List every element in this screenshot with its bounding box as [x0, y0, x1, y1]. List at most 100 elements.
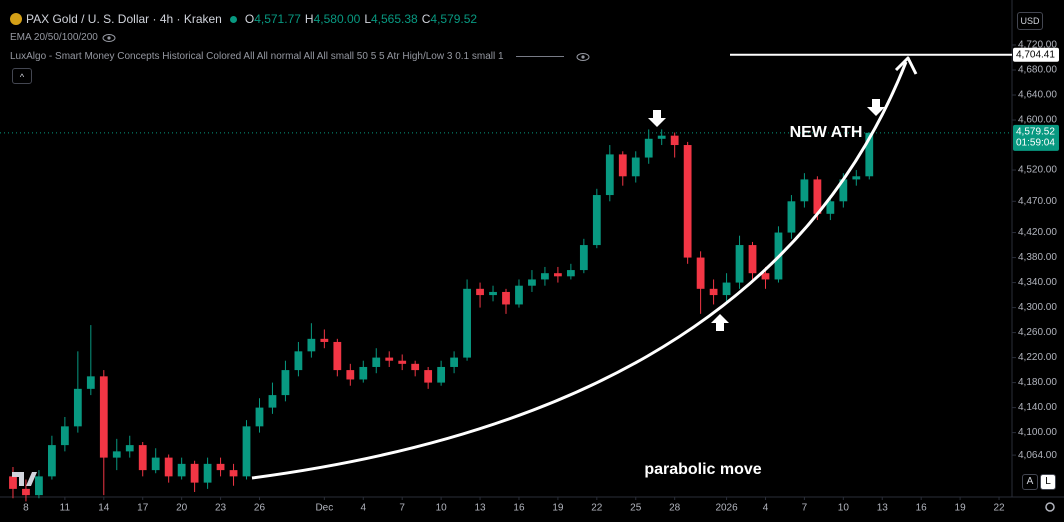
x-tick-label: 2026: [715, 503, 738, 514]
ohlc-values: O4,571.77 H4,580.00 L4,565.38 C4,579.52: [245, 12, 481, 26]
x-tick-label: 8: [23, 503, 29, 514]
symbol-icon: [10, 13, 22, 25]
candle-body: [657, 135, 666, 139]
ohlc-value: 4,571.77: [254, 12, 301, 26]
candle-body: [86, 376, 95, 389]
candle-body: [541, 273, 549, 280]
eye-icon[interactable]: [102, 33, 116, 43]
candle-body: [554, 273, 562, 277]
line-style: [515, 56, 564, 57]
y-tick-label: 4,300.00: [1018, 302, 1057, 313]
candle-body: [151, 457, 160, 471]
x-tick-label: 28: [669, 503, 681, 514]
candle-body: [333, 341, 342, 371]
y-tick-label: 4,720.00: [1018, 40, 1057, 51]
y-tick-label: 4,520.00: [1018, 165, 1057, 176]
last-price-bg: [1013, 124, 1059, 151]
y-tick-label: 4,260.00: [1018, 327, 1057, 338]
candle-body: [112, 451, 121, 458]
candle-body: [177, 463, 186, 477]
symbol-title[interactable]: PAX Gold / U. S. Dollar · 4h · Kraken: [26, 12, 222, 26]
settings-icon[interactable]: [1045, 502, 1055, 512]
down-arrow: [648, 110, 666, 127]
candle-body: [670, 135, 679, 146]
y-tick-label: 4,140.00: [1018, 402, 1057, 413]
y-tick-label: 4,600.00: [1018, 115, 1057, 126]
candle-body: [644, 138, 653, 158]
last-price-label: 4,579.52: [1016, 126, 1055, 137]
candle-body: [631, 157, 640, 177]
x-tick-label: 13: [474, 503, 486, 514]
candle-body: [748, 245, 757, 274]
candle-body: [48, 445, 56, 477]
scale-button[interactable]: L: [1040, 474, 1056, 490]
x-tick-label: 22: [591, 503, 603, 514]
eye-icon[interactable]: [576, 52, 590, 62]
candle-body: [437, 366, 446, 383]
tv-logo: [12, 472, 37, 486]
candle-body: [696, 257, 705, 289]
ohlc-key: H: [304, 12, 314, 26]
candle-body: [852, 176, 861, 180]
indicator-name[interactable]: EMA 20/50/100/200: [10, 32, 98, 43]
indicator-row: LuxAlgo - Smart Money Concepts Historica…: [10, 51, 590, 62]
x-tick-label: 4: [763, 503, 769, 514]
curve-arrowhead: [894, 56, 918, 75]
x-tick-label: 11: [60, 503, 71, 514]
candle-body: [865, 132, 874, 177]
candle-body: [463, 288, 471, 358]
candle-body: [281, 370, 290, 396]
candle-body: [320, 338, 329, 342]
candle-body: [268, 395, 277, 408]
x-tick-label: 25: [630, 503, 642, 514]
scale-button[interactable]: A: [1022, 474, 1038, 490]
candle-body: [99, 376, 108, 458]
x-tick-label: 22: [993, 503, 1005, 514]
y-tick-label: 4,420.00: [1018, 227, 1057, 238]
candle-body: [813, 179, 822, 214]
up-arrow: [711, 314, 729, 331]
candle-body: [579, 245, 588, 271]
candle-body: [787, 201, 796, 233]
candle-body: [35, 476, 43, 496]
candle-body: [424, 370, 433, 383]
x-tick-label: 19: [552, 503, 564, 514]
x-tick-label: 20: [176, 503, 188, 514]
candle-body: [826, 201, 835, 214]
currency-button[interactable]: USD: [1017, 12, 1043, 30]
candle-body: [138, 445, 147, 471]
x-tick-label: 14: [98, 503, 110, 514]
candle-body: [489, 291, 497, 296]
candle-body: [528, 279, 536, 286]
y-tick-label: 4,220.00: [1018, 352, 1057, 363]
candle-body: [242, 426, 251, 477]
ohlc-value: 4,579.52: [430, 12, 478, 26]
x-tick-label: 7: [399, 503, 405, 514]
candle-body: [592, 195, 601, 246]
indicator-row: EMA 20/50/100/200: [10, 32, 116, 43]
y-tick-label: 4,064.00: [1018, 450, 1057, 461]
candle-body: [359, 366, 368, 380]
candle-body: [164, 457, 173, 477]
candle-body: [216, 463, 225, 471]
candle-body: [502, 291, 510, 305]
x-tick-label: 26: [254, 503, 266, 514]
symbol-header: PAX Gold / U. S. Dollar · 4h · Kraken O4…: [10, 12, 481, 26]
candle-body: [73, 388, 82, 427]
x-tick-label: 17: [137, 503, 149, 514]
y-tick-label: 4,680.00: [1018, 65, 1057, 76]
candle-body: [229, 470, 238, 477]
x-tick-label: 23: [215, 503, 227, 514]
candle-body: [839, 179, 848, 202]
y-tick-label: 4,340.00: [1018, 277, 1057, 288]
y-tick-label: 4,470.00: [1018, 196, 1057, 207]
indicator-name[interactable]: LuxAlgo - Smart Money Concepts Historica…: [10, 51, 504, 62]
x-tick-label: 7: [802, 503, 808, 514]
candle-body: [9, 476, 17, 489]
x-tick-label: 16: [916, 503, 928, 514]
collapse-button[interactable]: ^: [12, 68, 32, 84]
candle-body: [800, 179, 809, 202]
candle-body: [722, 282, 731, 296]
ohlc-key: C: [421, 12, 431, 26]
